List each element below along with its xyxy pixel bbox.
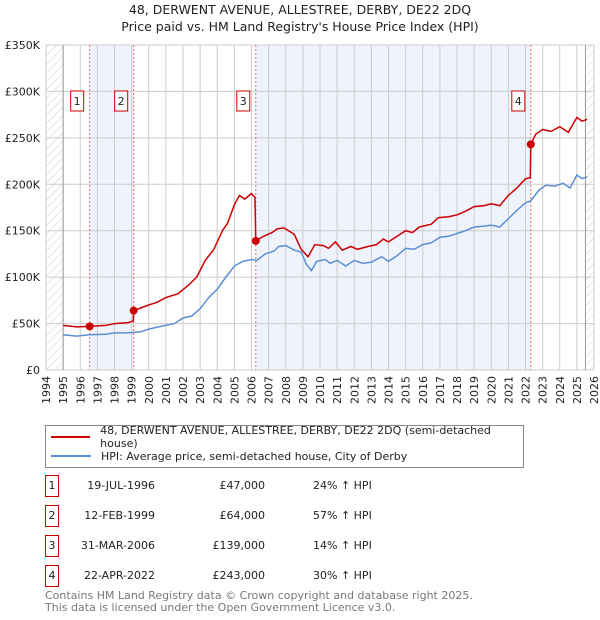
sale-price: £47,000 <box>219 479 266 492</box>
y-tick-label: £150K <box>5 225 41 238</box>
x-tick-label: 2007 <box>263 376 276 404</box>
x-tick-label: 1998 <box>109 376 122 404</box>
x-tick-label: 2002 <box>177 376 190 404</box>
sale-price: £139,000 <box>212 539 266 552</box>
x-tick-label: 1996 <box>74 376 87 404</box>
sale-label-box <box>114 90 129 112</box>
sale-hpi-diff: 30% ↑ HPI <box>313 569 372 582</box>
x-tick-label: 2023 <box>537 376 550 404</box>
x-tick-label: 2009 <box>297 376 310 404</box>
legend-item-property: 48, DERWENT AVENUE, ALLESTREE, DERBY, DE… <box>51 424 523 450</box>
sale-price: £64,000 <box>219 509 266 522</box>
x-tick-label: 2000 <box>143 376 156 404</box>
x-tick-label: 2006 <box>246 376 259 404</box>
chart-title: 48, DERWENT AVENUE, ALLESTREE, DERBY, DE… <box>128 2 472 17</box>
sale-hpi-diff: 14% ↑ HPI <box>313 539 372 552</box>
chart-subtitle: Price paid vs. HM Land Registry's House … <box>121 19 479 34</box>
x-tick-label: 2025 <box>571 376 584 404</box>
hpi-line <box>63 173 588 337</box>
property-price-line <box>63 116 588 328</box>
sale-number: 4 <box>45 565 59 587</box>
sale-label-box <box>511 90 526 112</box>
legend: 48, DERWENT AVENUE, ALLESTREE, DERBY, DE… <box>45 424 524 468</box>
x-tick-label: 2024 <box>554 376 567 404</box>
x-tick-label: 2014 <box>383 376 396 404</box>
y-tick-label: £50K <box>12 318 41 331</box>
x-tick-label: 2021 <box>502 376 515 404</box>
x-tick-label: 2020 <box>485 376 498 404</box>
x-tick-label: 1997 <box>91 376 104 404</box>
sale-number: 3 <box>45 535 59 557</box>
x-tick-label: 2008 <box>280 376 293 404</box>
sale-hpi-diff: 57% ↑ HPI <box>313 509 372 522</box>
sale-row: 4 22-APR-2022 £243,000 30% ↑ HPI <box>45 565 545 587</box>
y-tick-label: £0 <box>26 364 40 377</box>
y-tick-label: £100K <box>5 271 41 284</box>
sale-row: 3 31-MAR-2006 £139,000 14% ↑ HPI <box>45 535 545 557</box>
x-tick-label: 2010 <box>314 376 327 404</box>
sale-label: 2 <box>118 95 125 108</box>
sale-label: 1 <box>74 95 81 108</box>
x-tick-label: 2026 <box>588 376 600 404</box>
x-tick-label: 2012 <box>348 376 361 404</box>
x-tick-label: 1995 <box>57 376 70 404</box>
sale-label-box <box>70 90 85 112</box>
legend-label: 48, DERWENT AVENUE, ALLESTREE, DERBY, DE… <box>100 424 491 450</box>
x-tick-label: 2018 <box>451 376 464 404</box>
y-tick-label: £350K <box>5 39 41 52</box>
x-tick-label: 1999 <box>126 376 139 404</box>
sale-point <box>251 236 260 245</box>
shaded-ownership-band <box>255 45 531 370</box>
y-tick-label: £250K <box>5 132 41 145</box>
sale-date: 31-MAR-2006 <box>80 539 155 552</box>
sale-date: 22-APR-2022 <box>83 569 155 582</box>
sale-label-box <box>236 90 251 112</box>
y-tick-label: £200K <box>5 178 41 191</box>
sale-label: 3 <box>240 95 247 108</box>
sale-row: 2 12-FEB-1999 £64,000 57% ↑ HPI <box>45 505 545 527</box>
sale-date: 12-FEB-1999 <box>84 509 155 522</box>
x-tick-label: 2005 <box>228 376 241 404</box>
x-tick-label: 2017 <box>434 376 447 404</box>
legend-item-hpi: HPI: Average price, semi-detached house,… <box>51 447 407 465</box>
sale-point <box>129 306 138 315</box>
y-tick-label: £300K <box>5 85 41 98</box>
x-tick-label: 2003 <box>194 376 207 404</box>
sale-number: 2 <box>45 505 59 527</box>
sale-row: 1 19-JUL-1996 £47,000 24% ↑ HPI <box>45 475 545 497</box>
legend-swatch-blue <box>51 455 91 457</box>
footer: Contains HM Land Registry data © Crown c… <box>45 590 473 613</box>
x-tick-label: 2016 <box>417 376 430 404</box>
x-tick-label: 2019 <box>468 376 481 404</box>
sale-date: 19-JUL-1996 <box>87 479 155 492</box>
x-tick-label: 2004 <box>211 376 224 404</box>
x-tick-label: 2015 <box>400 376 413 404</box>
x-tick-label: 1994 <box>40 376 53 404</box>
hatched-region <box>585 45 594 370</box>
sale-point <box>526 140 535 149</box>
x-tick-label: 2011 <box>331 376 344 404</box>
hatched-region <box>46 45 64 370</box>
footer-copyright: Contains HM Land Registry data © Crown c… <box>45 589 473 602</box>
x-tick-label: 2013 <box>365 376 378 404</box>
sale-number: 1 <box>45 475 59 497</box>
sale-point <box>85 322 94 331</box>
footer-licence: This data is licensed under the Open Gov… <box>45 600 396 614</box>
x-tick-label: 2001 <box>160 376 173 404</box>
legend-label: HPI: Average price, semi-detached house,… <box>101 449 408 463</box>
sale-price: £243,000 <box>212 569 266 582</box>
legend-swatch-red <box>51 436 91 438</box>
sale-label: 4 <box>515 95 522 108</box>
x-tick-label: 2022 <box>520 376 533 404</box>
price-chart: 1994 1995 1996 1997 1998 1999 2000 2001 2002 2003… <box>5 39 600 404</box>
sale-hpi-diff: 24% ↑ HPI <box>313 479 372 492</box>
